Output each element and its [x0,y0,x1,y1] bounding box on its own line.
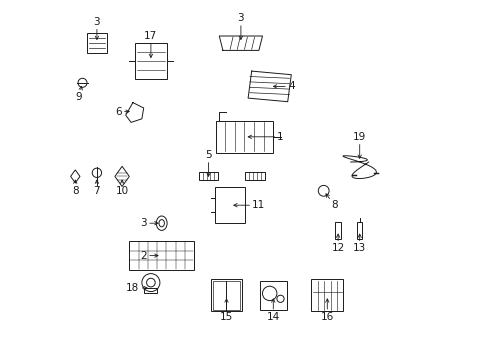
Text: 8: 8 [72,180,79,196]
Text: 19: 19 [352,132,366,158]
Text: 1: 1 [248,132,283,142]
Text: 6: 6 [115,107,129,117]
Bar [211,279,241,311]
Bar [215,121,273,153]
Text: 3: 3 [140,218,158,228]
Text: 3: 3 [237,13,244,40]
Bar [144,288,157,293]
Bar [245,172,264,180]
Text: 5: 5 [205,150,211,176]
Text: 8: 8 [325,194,337,210]
Text: 15: 15 [220,299,233,322]
Bar [334,222,341,239]
Bar [259,281,286,310]
Bar [129,241,194,270]
Text: 10: 10 [115,180,128,196]
Text: 2: 2 [140,251,158,261]
Text: 4: 4 [273,81,294,91]
Bar [87,33,106,53]
Text: 7: 7 [93,180,100,196]
Text: 13: 13 [352,234,366,253]
Text: 16: 16 [320,299,333,322]
Text: 11: 11 [233,200,265,210]
Bar [214,187,245,223]
Bar [213,281,240,310]
Text: 9: 9 [76,86,82,102]
Bar [198,172,218,180]
Bar [134,43,167,79]
Text: 12: 12 [331,234,344,253]
Text: 18: 18 [126,283,147,293]
Bar [310,279,343,311]
Text: 3: 3 [93,17,100,40]
Bar [356,222,362,239]
Text: 17: 17 [144,31,157,58]
Text: 14: 14 [266,299,279,322]
